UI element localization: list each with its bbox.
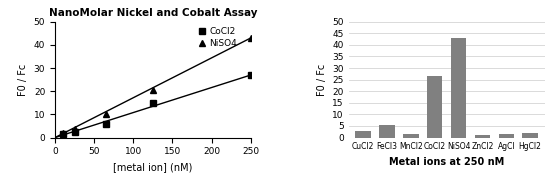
- Title: NanoMolar Nickel and Cobalt Assay: NanoMolar Nickel and Cobalt Assay: [48, 8, 257, 18]
- Bar: [403, 134, 419, 138]
- NiSO4: [72, 128, 78, 131]
- NiSO4: [150, 89, 156, 91]
- Bar: [355, 131, 371, 138]
- CoCl2: [103, 123, 109, 125]
- Line: NiSO4: NiSO4: [60, 35, 254, 136]
- CoCl2: [72, 131, 78, 133]
- Legend: CoCl2, NiSO4: CoCl2, NiSO4: [196, 26, 238, 49]
- NiSO4: [248, 37, 254, 39]
- X-axis label: Metal ions at 250 nM: Metal ions at 250 nM: [389, 157, 504, 167]
- Bar: [379, 125, 395, 138]
- Y-axis label: F0 / Fc: F0 / Fc: [317, 64, 327, 96]
- Y-axis label: F0 / Fc: F0 / Fc: [18, 64, 28, 96]
- CoCl2: [150, 102, 156, 104]
- NiSO4: [59, 132, 66, 134]
- NiSO4: [103, 113, 109, 115]
- Bar: [475, 135, 490, 138]
- Bar: [451, 38, 466, 138]
- Bar: [522, 133, 538, 138]
- CoCl2: [248, 74, 254, 76]
- X-axis label: [metal ion] (nM): [metal ion] (nM): [113, 162, 192, 172]
- Bar: [427, 76, 442, 138]
- Bar: [498, 134, 514, 138]
- Line: CoCl2: CoCl2: [60, 72, 254, 137]
- CoCl2: [59, 133, 66, 135]
